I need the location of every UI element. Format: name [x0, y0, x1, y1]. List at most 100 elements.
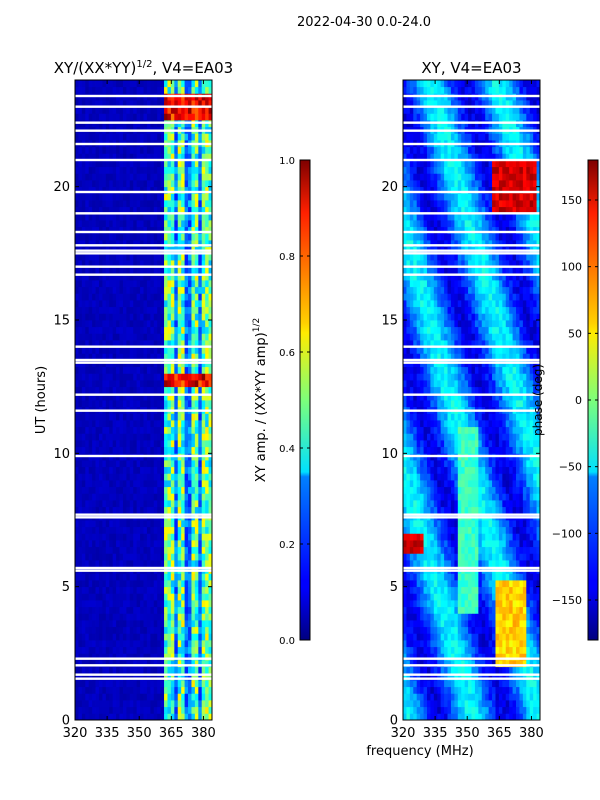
heatmap-cell: [406, 613, 411, 621]
heatmap-cell: [184, 546, 189, 554]
heatmap-cell: [119, 193, 124, 201]
heatmap-cell: [102, 680, 107, 688]
heatmap-cell: [150, 186, 155, 194]
heatmap-cell: [92, 146, 96, 154]
heatmap-cell: [150, 573, 155, 581]
heatmap-cell: [157, 420, 162, 428]
heatmap-cell: [150, 646, 155, 654]
heatmap-cell: [177, 106, 182, 114]
heatmap-cell: [177, 613, 182, 621]
heatmap-cell: [198, 620, 203, 628]
heatmap-cell: [81, 200, 86, 208]
heatmap-cell: [75, 446, 79, 454]
heatmap-cell: [122, 320, 127, 328]
heatmap-cell: [198, 80, 203, 88]
heatmap-cell: [191, 540, 196, 548]
heatmap-cell: [78, 526, 83, 534]
heatmap-cell: [102, 613, 107, 621]
heatmap-cell: [133, 226, 138, 234]
heatmap-cell: [92, 133, 96, 141]
heatmap-cell: [406, 680, 411, 688]
heatmap-cell: [85, 153, 90, 161]
heatmap-cell: [167, 213, 172, 221]
heatmap-cell: [413, 613, 418, 621]
heatmap-cell: [464, 646, 469, 654]
heatmap-cell: [184, 633, 189, 641]
heatmap-cell: [201, 286, 206, 294]
heatmap-cell: [420, 660, 424, 668]
heatmap-cell: [75, 546, 79, 554]
heatmap-cell: [136, 533, 141, 541]
heatmap-cell: [164, 240, 168, 248]
heatmap-cell: [167, 293, 172, 301]
heatmap-cell: [174, 506, 179, 514]
heatmap-cell: [474, 586, 479, 594]
heatmap-cell: [146, 600, 151, 608]
heatmap-cell: [150, 526, 155, 534]
heatmap-cell: [492, 626, 496, 634]
heatmap-cell: [119, 106, 124, 114]
heatmap-cell: [133, 520, 138, 528]
flagged-gap-row: [75, 212, 212, 215]
heatmap-cell: [105, 673, 110, 681]
heatmap-cell: [461, 593, 466, 601]
heatmap-cell: [205, 520, 209, 528]
heatmap-cell: [143, 346, 148, 354]
flagged-gap-row: [75, 273, 212, 276]
heatmap-cell: [160, 653, 165, 661]
heatmap-cell: [143, 240, 148, 248]
heatmap-cell: [143, 446, 148, 454]
heatmap-cell: [201, 273, 206, 281]
heatmap-cell: [198, 300, 203, 308]
heatmap-cell: [492, 540, 496, 548]
heatmap-cell: [153, 393, 158, 401]
heatmap-cell: [157, 286, 162, 294]
heatmap-cell: [495, 620, 500, 628]
heatmap-cell: [98, 580, 103, 588]
heatmap-cell: [444, 573, 448, 581]
heatmap-cell: [471, 560, 476, 568]
heatmap-cell: [112, 300, 117, 308]
heatmap-cell: [167, 713, 172, 721]
heatmap-cell: [75, 333, 79, 341]
heatmap-cell: [509, 593, 513, 601]
heatmap-cell: [75, 600, 79, 608]
heatmap-cell: [464, 693, 469, 701]
heatmap-cell: [471, 586, 476, 594]
heatmap-cell: [95, 533, 100, 541]
heatmap-cell: [474, 673, 479, 681]
heatmap-cell: [75, 326, 79, 334]
heatmap-cell: [85, 413, 90, 421]
heatmap-cell: [85, 500, 90, 508]
heatmap-cell: [146, 133, 151, 141]
heatmap-cell: [184, 253, 189, 261]
y-tick-label: 5: [62, 580, 70, 595]
heatmap-cell: [164, 420, 168, 428]
heatmap-cell: [512, 580, 517, 588]
heatmap-cell: [126, 506, 131, 514]
heatmap-cell: [160, 380, 165, 388]
heatmap-cell: [468, 646, 472, 654]
heatmap-cell: [85, 606, 90, 614]
heatmap-cell: [143, 400, 148, 408]
heatmap-cell: [181, 433, 185, 441]
flagged-gap-row: [75, 361, 212, 364]
heatmap-cell: [533, 646, 537, 654]
heatmap-cell: [406, 660, 411, 668]
heatmap-cell: [167, 180, 172, 188]
heatmap-cell: [529, 686, 534, 694]
heatmap-cell: [140, 606, 144, 614]
heatmap-cell: [75, 706, 79, 714]
heatmap-cell: [150, 153, 155, 161]
heatmap-cell: [119, 606, 124, 614]
heatmap-cell: [109, 86, 114, 94]
heatmap-cell: [105, 206, 110, 214]
heatmap-cell: [129, 413, 134, 421]
heatmap-cell: [105, 320, 110, 328]
heatmap-cell: [133, 273, 138, 281]
heatmap-cell: [126, 493, 131, 501]
heatmap-cell: [146, 633, 151, 641]
heatmap-cell: [150, 480, 155, 488]
heatmap-cell: [205, 400, 209, 408]
heatmap-cell: [116, 353, 120, 361]
